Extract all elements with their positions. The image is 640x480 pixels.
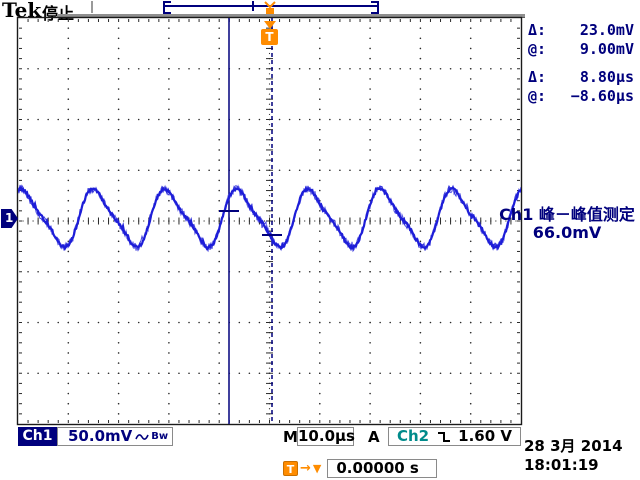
at-voltage-value: 9.00mV xyxy=(579,40,634,58)
trigger-time-offset-row: T → ▼ 0.00000 s xyxy=(283,459,438,478)
channel1-scale-readout: 50.0mV Bw xyxy=(57,427,173,446)
channel1-reference-marker: 1 xyxy=(1,209,18,228)
tek-logo: Tek xyxy=(2,0,42,22)
arrow-right-icon: → xyxy=(300,461,311,476)
cursor-at-time: @: −8.60µs xyxy=(528,87,634,106)
trigger-readout: Ch2 1.60 V xyxy=(388,427,521,446)
ac-coupling-icon xyxy=(135,433,149,440)
cursor-measurement-panel: Δ: 23.0mV @: 9.00mV Δ: 8.80µs @: −8.60µs xyxy=(528,21,634,106)
record-view-bracket-right xyxy=(371,1,379,14)
trigger-time-offset-value: 0.00000 s xyxy=(327,459,438,478)
channel1-badge: Ch1 xyxy=(18,427,57,446)
record-view-cursor-tick xyxy=(252,1,254,11)
pkpk-channel: Ch1 xyxy=(499,205,534,224)
marker-down-icon: ▼ xyxy=(312,462,322,475)
delta-time-value: 8.80µs xyxy=(579,68,634,86)
trigger-level-value: 1.60 V xyxy=(458,427,512,445)
at-time-value: −8.60µs xyxy=(570,87,634,105)
pkpk-measurement-readout: Ch1 峰－峰值测定 66.0mV xyxy=(494,206,640,242)
trigger-position-t-icon: T xyxy=(261,29,278,45)
cursor-delta-time: Δ: 8.80µs xyxy=(528,68,634,87)
acquisition-status: 停止 xyxy=(42,0,74,24)
timebase-readout: 10.0µs xyxy=(297,427,355,446)
time-value: 18:01:19 xyxy=(524,456,599,474)
falling-edge-icon xyxy=(437,431,450,442)
record-view-bracket-left xyxy=(163,1,171,14)
trigger-source: Ch2 xyxy=(397,427,430,445)
datetime-readout: 28 3月 2014 18:01:19 xyxy=(524,437,640,475)
date-value: 28 3月 2014 xyxy=(524,437,623,455)
pkpk-name: 峰－峰值测定 xyxy=(538,205,635,224)
timebase-label: M xyxy=(283,428,298,446)
channel1-scale-value: 50.0mV xyxy=(68,427,133,445)
trigger-system-label: A xyxy=(368,428,380,446)
trigger-t-icon: T xyxy=(283,461,298,476)
record-trigger-position-icon xyxy=(264,1,276,14)
delta-voltage-value: 23.0mV xyxy=(579,21,634,39)
at-label: @: xyxy=(528,40,547,58)
cursor-at-voltage: @: 9.00mV xyxy=(528,40,634,59)
bandwidth-limit-icon: Bw xyxy=(151,431,169,442)
cursor-delta-voltage: Δ: 23.0mV xyxy=(528,21,634,40)
delta-label: Δ: xyxy=(528,68,547,86)
delta-label: Δ: xyxy=(528,21,547,39)
at-label: @: xyxy=(528,87,547,105)
record-view-left-tick xyxy=(91,1,93,13)
pkpk-value: 66.0mV xyxy=(532,223,602,242)
trigger-position-arrow-icon xyxy=(264,21,276,29)
